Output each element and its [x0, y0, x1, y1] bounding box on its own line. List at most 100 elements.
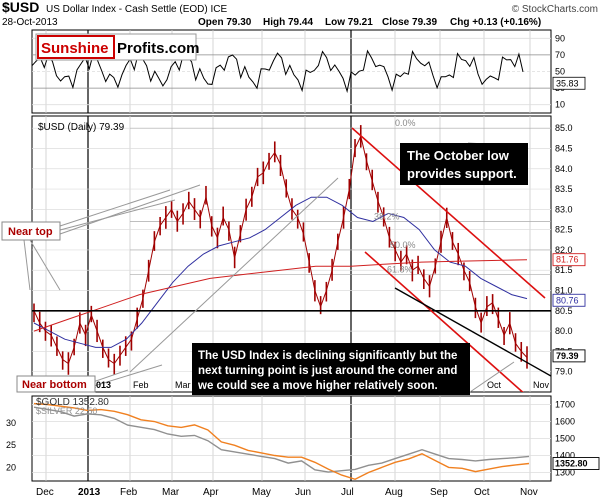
- silver-left-tick: 20: [6, 463, 16, 473]
- price-tick-label: 84.0: [555, 164, 573, 174]
- price-tick-label: 85.0: [555, 123, 573, 133]
- ma-long-line: [33, 259, 528, 332]
- annotation-october-line2: provides support.: [407, 166, 517, 181]
- price-legend: $USD (Daily) 79.39: [38, 122, 125, 133]
- descending-support: [394, 287, 551, 377]
- price-tick-label: 80.0: [555, 326, 573, 336]
- header-date: 28-Oct-2013: [2, 17, 58, 28]
- silver-left-tick: 30: [6, 418, 16, 428]
- header-close: Close 79.39: [382, 17, 437, 28]
- price-tick-label: 81.0: [555, 286, 573, 296]
- month-tick-label-bottom: Aug: [385, 487, 403, 498]
- month-tick-label-bottom: Jul: [341, 487, 354, 498]
- channel-lower: [364, 251, 524, 392]
- annotation-october-box: [400, 143, 528, 185]
- price-value-label: 81.76: [556, 255, 579, 265]
- rsi-tick-label: 90: [555, 33, 565, 43]
- annotation-usd-line3: we could see a move higher relatively so…: [197, 380, 438, 392]
- price-tick-label: 83.5: [555, 184, 573, 194]
- gold-right-tick: 1300: [555, 468, 575, 478]
- rsi-tick-label: 10: [555, 100, 565, 110]
- price-tick-label: 83.0: [555, 204, 573, 214]
- logo-red-block: [37, 35, 115, 59]
- annotation-usd-line2: next turning point is just around the co…: [198, 365, 457, 377]
- price-tick-label: 82.0: [555, 245, 573, 255]
- month-tick-label-bottom: Oct: [474, 487, 490, 498]
- near-top-box: [1, 221, 61, 241]
- month-tick-label-bottom: 2013: [78, 487, 101, 498]
- price-tick-label: 80.5: [555, 306, 573, 316]
- rsi-value-box: [552, 76, 586, 90]
- rsi-tick-label: 50: [555, 67, 565, 77]
- gold-right-tick: 1400: [555, 451, 575, 461]
- fib-label: 0.0%: [395, 118, 416, 128]
- price-value-box: [552, 293, 586, 307]
- near-bottom-label: Near bottom: [22, 379, 87, 391]
- month-tick-label: 2013: [91, 380, 111, 390]
- callout-pointer: [23, 239, 31, 291]
- gold-value-box: [552, 457, 600, 470]
- fib-label: 61.8%: [387, 264, 413, 274]
- near-top-label: Near top: [8, 226, 53, 238]
- annotation-usd-line1: The USD Index is declining significantly…: [198, 350, 457, 362]
- watermark: © StockCharts.com: [512, 4, 598, 15]
- channel-upper: [351, 127, 546, 299]
- header-open: Open 79.30: [198, 17, 252, 28]
- callout-pointer: [93, 364, 163, 387]
- gold-right-tick: 1500: [555, 434, 575, 444]
- month-tick-label: Feb: [133, 380, 149, 390]
- gold-legend: $GOLD 1352.80: [36, 397, 109, 408]
- callout-pointer: [89, 369, 129, 384]
- header-change: Chg +0.13 (+0.16%): [450, 17, 541, 28]
- gold-value-label: 1352.80: [555, 459, 588, 469]
- near-bottom-box: [16, 375, 96, 393]
- gold-right-tick: 1700: [555, 400, 575, 410]
- rsi-tick-label: 70: [555, 50, 565, 60]
- callout-pointer: [59, 189, 171, 227]
- price-line: [33, 134, 528, 365]
- header-low: Low 79.21: [325, 17, 373, 28]
- logo-profits: Profits.com: [117, 40, 200, 57]
- header-name: US Dollar Index - Cash Settle (EOD) ICE: [46, 4, 227, 15]
- rsi-value-label: 35.83: [556, 78, 579, 88]
- logo-sunshine: Sunshine: [41, 40, 109, 57]
- callout-pointer: [29, 239, 61, 291]
- price-value-box: [552, 349, 586, 363]
- fib-label: 50.0%: [390, 240, 416, 250]
- price-tick-label: 81.5: [555, 265, 573, 275]
- month-tick-label: Mar: [175, 380, 191, 390]
- month-tick-label-bottom: Sep: [430, 487, 448, 498]
- silver-left-tick: 25: [6, 440, 16, 450]
- annotation-october-line1: The October low: [407, 148, 510, 163]
- rsi-line: [31, 49, 524, 94]
- month-tick-label-bottom: Apr: [203, 487, 219, 498]
- callout-pointer: [469, 361, 515, 393]
- silver-legend: $SILVER 22.50: [36, 406, 97, 416]
- month-tick-label-bottom: Jun: [295, 487, 311, 498]
- gold-line: [33, 402, 530, 481]
- callout-pointer: [59, 184, 201, 235]
- callout-pointer: [59, 199, 176, 231]
- price-tick-label: 84.5: [555, 143, 573, 153]
- silver-line: [33, 406, 530, 473]
- annotation-usd-box: [192, 343, 470, 395]
- month-tick-label-bottom: Mar: [162, 487, 180, 498]
- price-value-label: 79.39: [556, 351, 579, 361]
- month-tick-label: Oct: [487, 380, 502, 390]
- ma-short-line: [33, 196, 528, 348]
- price-tick-label: 79.0: [555, 367, 573, 377]
- month-tick-label-bottom: Feb: [120, 487, 138, 498]
- header-symbol: $USD: [2, 0, 39, 15]
- price-tick-label: 82.5: [555, 225, 573, 235]
- month-tick-label: Nov: [533, 380, 550, 390]
- month-tick-label-bottom: Nov: [520, 487, 538, 498]
- header-high: High 79.44: [263, 17, 313, 28]
- price-value-box: [552, 253, 586, 267]
- rising-trendline: [129, 177, 339, 373]
- month-tick-label-bottom: Dec: [36, 487, 54, 498]
- gold-right-tick: 1600: [555, 417, 575, 427]
- month-tick-label-bottom: May: [252, 487, 271, 498]
- price-value-label: 80.76: [556, 295, 579, 305]
